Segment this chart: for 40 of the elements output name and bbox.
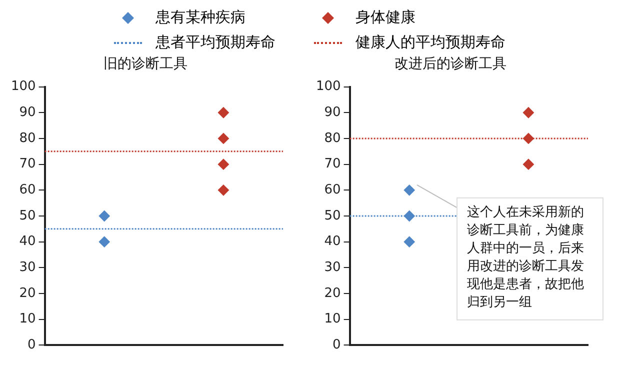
y-tick-label: 60 <box>19 182 36 198</box>
legend-label: 患有某种疾病 <box>156 8 246 27</box>
y-tick-label: 100 <box>10 79 36 94</box>
chart-title: 旧的诊断工具 <box>104 56 188 72</box>
y-tick-label: 80 <box>324 130 341 146</box>
y-tick-label: 60 <box>324 182 341 198</box>
y-tick-label: 0 <box>332 338 341 353</box>
y-tick-label: 10 <box>324 312 341 327</box>
point <box>218 132 229 144</box>
y-tick-label: 40 <box>324 234 341 250</box>
point <box>522 158 534 170</box>
y-tick-label: 70 <box>19 156 36 172</box>
legend-label: 身体健康 <box>356 8 416 27</box>
annotation: 这个人在未采用新的诊断工具前，为健康人群中的一员，后来用改进的诊断工具发现他是患者，故把他归到另一组 <box>466 204 584 310</box>
point <box>218 184 229 196</box>
y-tick-label: 0 <box>28 338 36 353</box>
point <box>522 107 534 118</box>
legend-label: 健康人的平均预期寿命 <box>356 33 506 52</box>
y-tick-label: 90 <box>324 105 341 120</box>
legend-label: 患者平均预期寿命 <box>156 33 276 52</box>
point <box>404 184 415 196</box>
point <box>218 158 229 170</box>
y-tick-label: 20 <box>324 286 341 301</box>
point <box>522 132 534 144</box>
y-tick-label: 100 <box>316 79 341 94</box>
point <box>404 236 415 248</box>
chart-title: 改进后的诊断工具 <box>394 56 506 72</box>
y-tick-label: 90 <box>19 105 36 120</box>
y-tick-label: 30 <box>324 260 341 276</box>
y-tick-label: 30 <box>19 260 36 276</box>
y-tick-label: 40 <box>19 234 36 250</box>
y-tick-label: 10 <box>19 312 36 327</box>
y-tick-label: 20 <box>19 286 36 301</box>
y-tick-label: 50 <box>19 208 36 224</box>
point <box>98 236 110 248</box>
y-tick-label: 50 <box>324 208 341 224</box>
y-tick-label: 70 <box>324 156 341 172</box>
y-tick-label: 80 <box>19 130 36 146</box>
point <box>98 210 110 222</box>
point <box>218 107 229 118</box>
